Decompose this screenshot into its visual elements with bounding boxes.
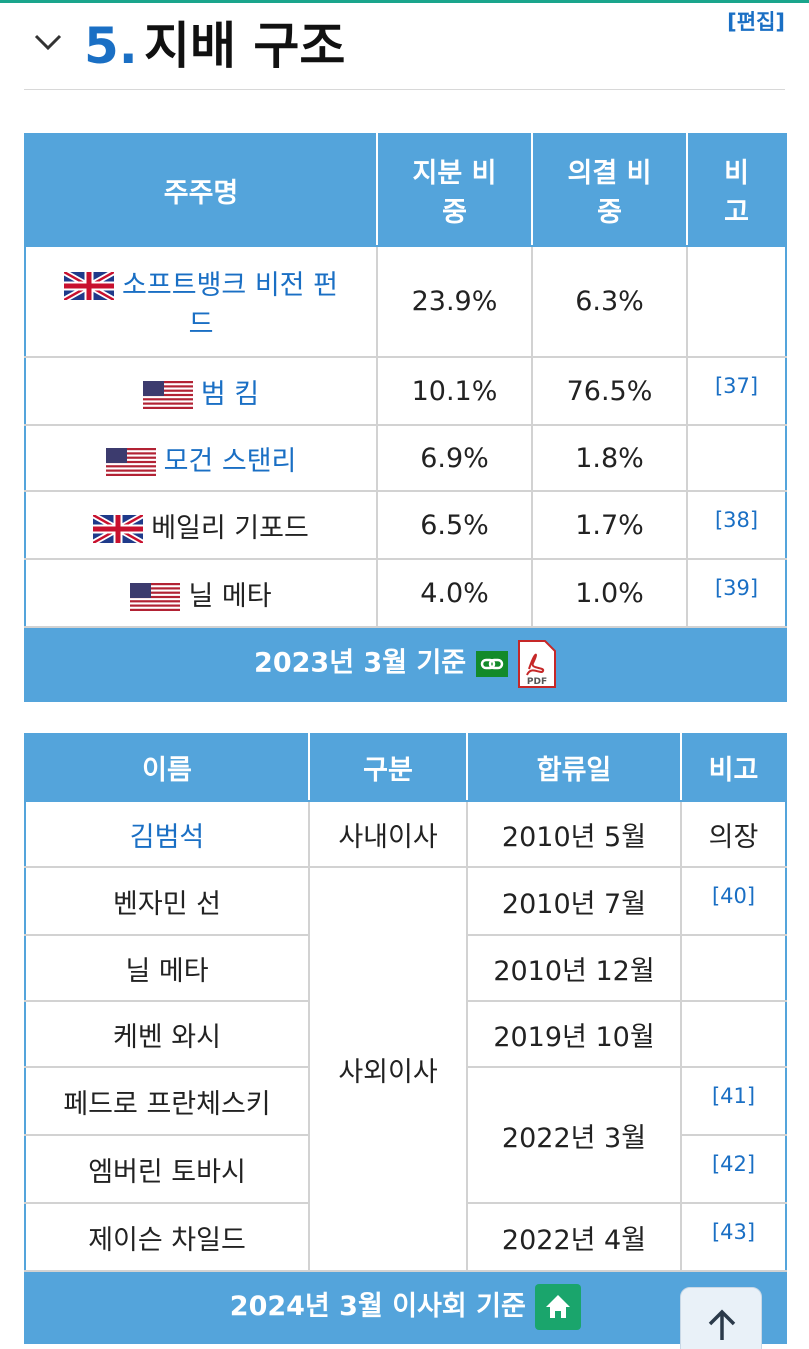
- table-row: 케벤 와시 2019년 10월: [24, 1000, 787, 1068]
- vote-value: 6.3%: [531, 245, 688, 358]
- stake-value: 10.1%: [376, 356, 533, 426]
- reference-link[interactable]: [38]: [686, 490, 787, 560]
- table-row: 김범석 사내이사 2010년 5월 의장: [24, 800, 787, 868]
- uk-flag-icon: [64, 272, 115, 300]
- member-name: 페드로 프란체스키: [24, 1066, 310, 1136]
- member-name: 닐 메타: [24, 934, 310, 1002]
- joined-date: 2022년 4월: [466, 1202, 682, 1272]
- home-icon[interactable]: [535, 1284, 582, 1331]
- shareholder-name-cell: 베일리 기포드: [24, 490, 378, 560]
- member-name: 제이슨 차일드: [24, 1202, 310, 1272]
- reference-link[interactable]: [40]: [680, 866, 787, 936]
- joined-date: 2010년 5월: [466, 800, 682, 868]
- note-cell: [680, 934, 787, 1002]
- col-header-stake: 지분 비 중: [376, 133, 533, 247]
- vote-value: 1.8%: [531, 424, 688, 492]
- col-header-joined: 합류일: [466, 733, 682, 802]
- table-row: 닐 메타 2010년 12월: [24, 934, 787, 1002]
- stake-value: 23.9%: [376, 245, 533, 358]
- reference-link[interactable]: [37]: [686, 356, 787, 426]
- us-flag-icon: [105, 448, 156, 476]
- shareholder-link[interactable]: 범 킴: [200, 378, 260, 410]
- chevron-down-icon[interactable]: [32, 30, 64, 54]
- shareholder-name-cell: 소프트뱅크 비전 펀 드: [24, 245, 378, 358]
- svg-text:PDF: PDF: [527, 677, 547, 687]
- vote-value: 1.0%: [531, 558, 688, 628]
- col-header-note: 비 고: [686, 133, 787, 247]
- pdf-icon[interactable]: PDF: [517, 639, 557, 689]
- top-accent-line: [0, 0, 809, 3]
- shareholder-name-cell: 범 킴: [24, 356, 378, 426]
- reference-link[interactable]: [43]: [680, 1202, 787, 1272]
- col-header-type: 구분: [308, 733, 468, 802]
- table-row: 엠버린 토바시 [42]: [24, 1134, 787, 1204]
- joined-date: 2010년 12월: [466, 934, 682, 1002]
- arrow-up-icon: [708, 1309, 736, 1340]
- uk-flag-icon: [93, 515, 144, 543]
- stake-value: 4.0%: [376, 558, 533, 628]
- reference-link[interactable]: [39]: [686, 558, 787, 628]
- table-footer: 2023년 3월 기준 PDF: [24, 626, 787, 702]
- note-cell: 의장: [680, 800, 787, 868]
- member-type: 사외이사: [308, 866, 468, 1272]
- table-row: 닐 메타 4.0% 1.0% [39]: [24, 558, 787, 628]
- stake-value: 6.9%: [376, 424, 533, 492]
- table-footer: 2024년 3월 이사회 기준: [24, 1270, 787, 1344]
- note-cell: [686, 424, 787, 492]
- vote-value: 1.7%: [531, 490, 688, 560]
- section-heading: 5. 지배 구조 [편집]: [24, 6, 785, 90]
- col-header-note: 비고: [680, 733, 787, 802]
- scroll-to-top-button[interactable]: [680, 1287, 762, 1349]
- us-flag-icon: [130, 583, 181, 611]
- joined-date: 2019년 10월: [466, 1000, 682, 1068]
- member-link[interactable]: 김범석: [24, 800, 310, 868]
- shareholder-name: 닐 메타: [188, 580, 272, 612]
- vote-value: 76.5%: [531, 356, 688, 426]
- table-row: 소프트뱅크 비전 펀 드 23.9% 6.3%: [24, 245, 787, 358]
- shareholder-link[interactable]: 소프트뱅크 비전 펀 드: [122, 269, 338, 340]
- table-row: 벤자민 선 사외이사 2010년 7월 [40]: [24, 866, 787, 1272]
- col-header-shareholder: 주주명: [24, 133, 378, 247]
- note-cell: [686, 245, 787, 358]
- stake-value: 6.5%: [376, 490, 533, 560]
- joined-date: 2010년 7월: [466, 866, 682, 936]
- table-row: 제이슨 차일드 2022년 4월 [43]: [24, 1202, 787, 1272]
- section-number: 5.: [84, 17, 138, 75]
- member-name: 벤자민 선: [24, 866, 310, 936]
- reference-link[interactable]: [42]: [680, 1134, 787, 1204]
- note-cell: [680, 1000, 787, 1068]
- col-header-vote: 의결 비 중: [531, 133, 688, 247]
- shareholder-table: 주주명 지분 비 중 의결 비 중 비 고 소프트뱅크 비전 펀 드 23.9%…: [24, 133, 787, 702]
- member-name: 엠버린 토바시: [24, 1134, 310, 1204]
- table-row: 베일리 기포드 6.5% 1.7% [38]: [24, 490, 787, 560]
- table-row: 모건 스탠리 6.9% 1.8%: [24, 424, 787, 492]
- member-type: 사내이사: [308, 800, 468, 868]
- joined-date: 2022년 3월: [466, 1066, 682, 1204]
- shareholder-name-cell: 닐 메타: [24, 558, 378, 628]
- edit-link[interactable]: [편집]: [727, 10, 785, 34]
- link-icon[interactable]: [475, 651, 508, 677]
- shareholder-name-cell: 모건 스탠리: [24, 424, 378, 492]
- table-row: 페드로 프란체스키 2022년 3월 [41]: [24, 1066, 787, 1204]
- reference-link[interactable]: [41]: [680, 1066, 787, 1136]
- board-table: 이름 구분 합류일 비고 김범석 사내이사 2010년 5월 의장 벤자민 선 …: [24, 733, 787, 1344]
- member-name: 케벤 와시: [24, 1000, 310, 1068]
- section-title: 지배 구조: [144, 17, 346, 75]
- us-flag-icon: [142, 381, 193, 409]
- col-header-name: 이름: [24, 733, 310, 802]
- shareholder-link[interactable]: 모건 스탠리: [163, 445, 297, 477]
- table-row: 범 킴 10.1% 76.5% [37]: [24, 356, 787, 426]
- shareholder-name: 베일리 기포드: [151, 512, 309, 544]
